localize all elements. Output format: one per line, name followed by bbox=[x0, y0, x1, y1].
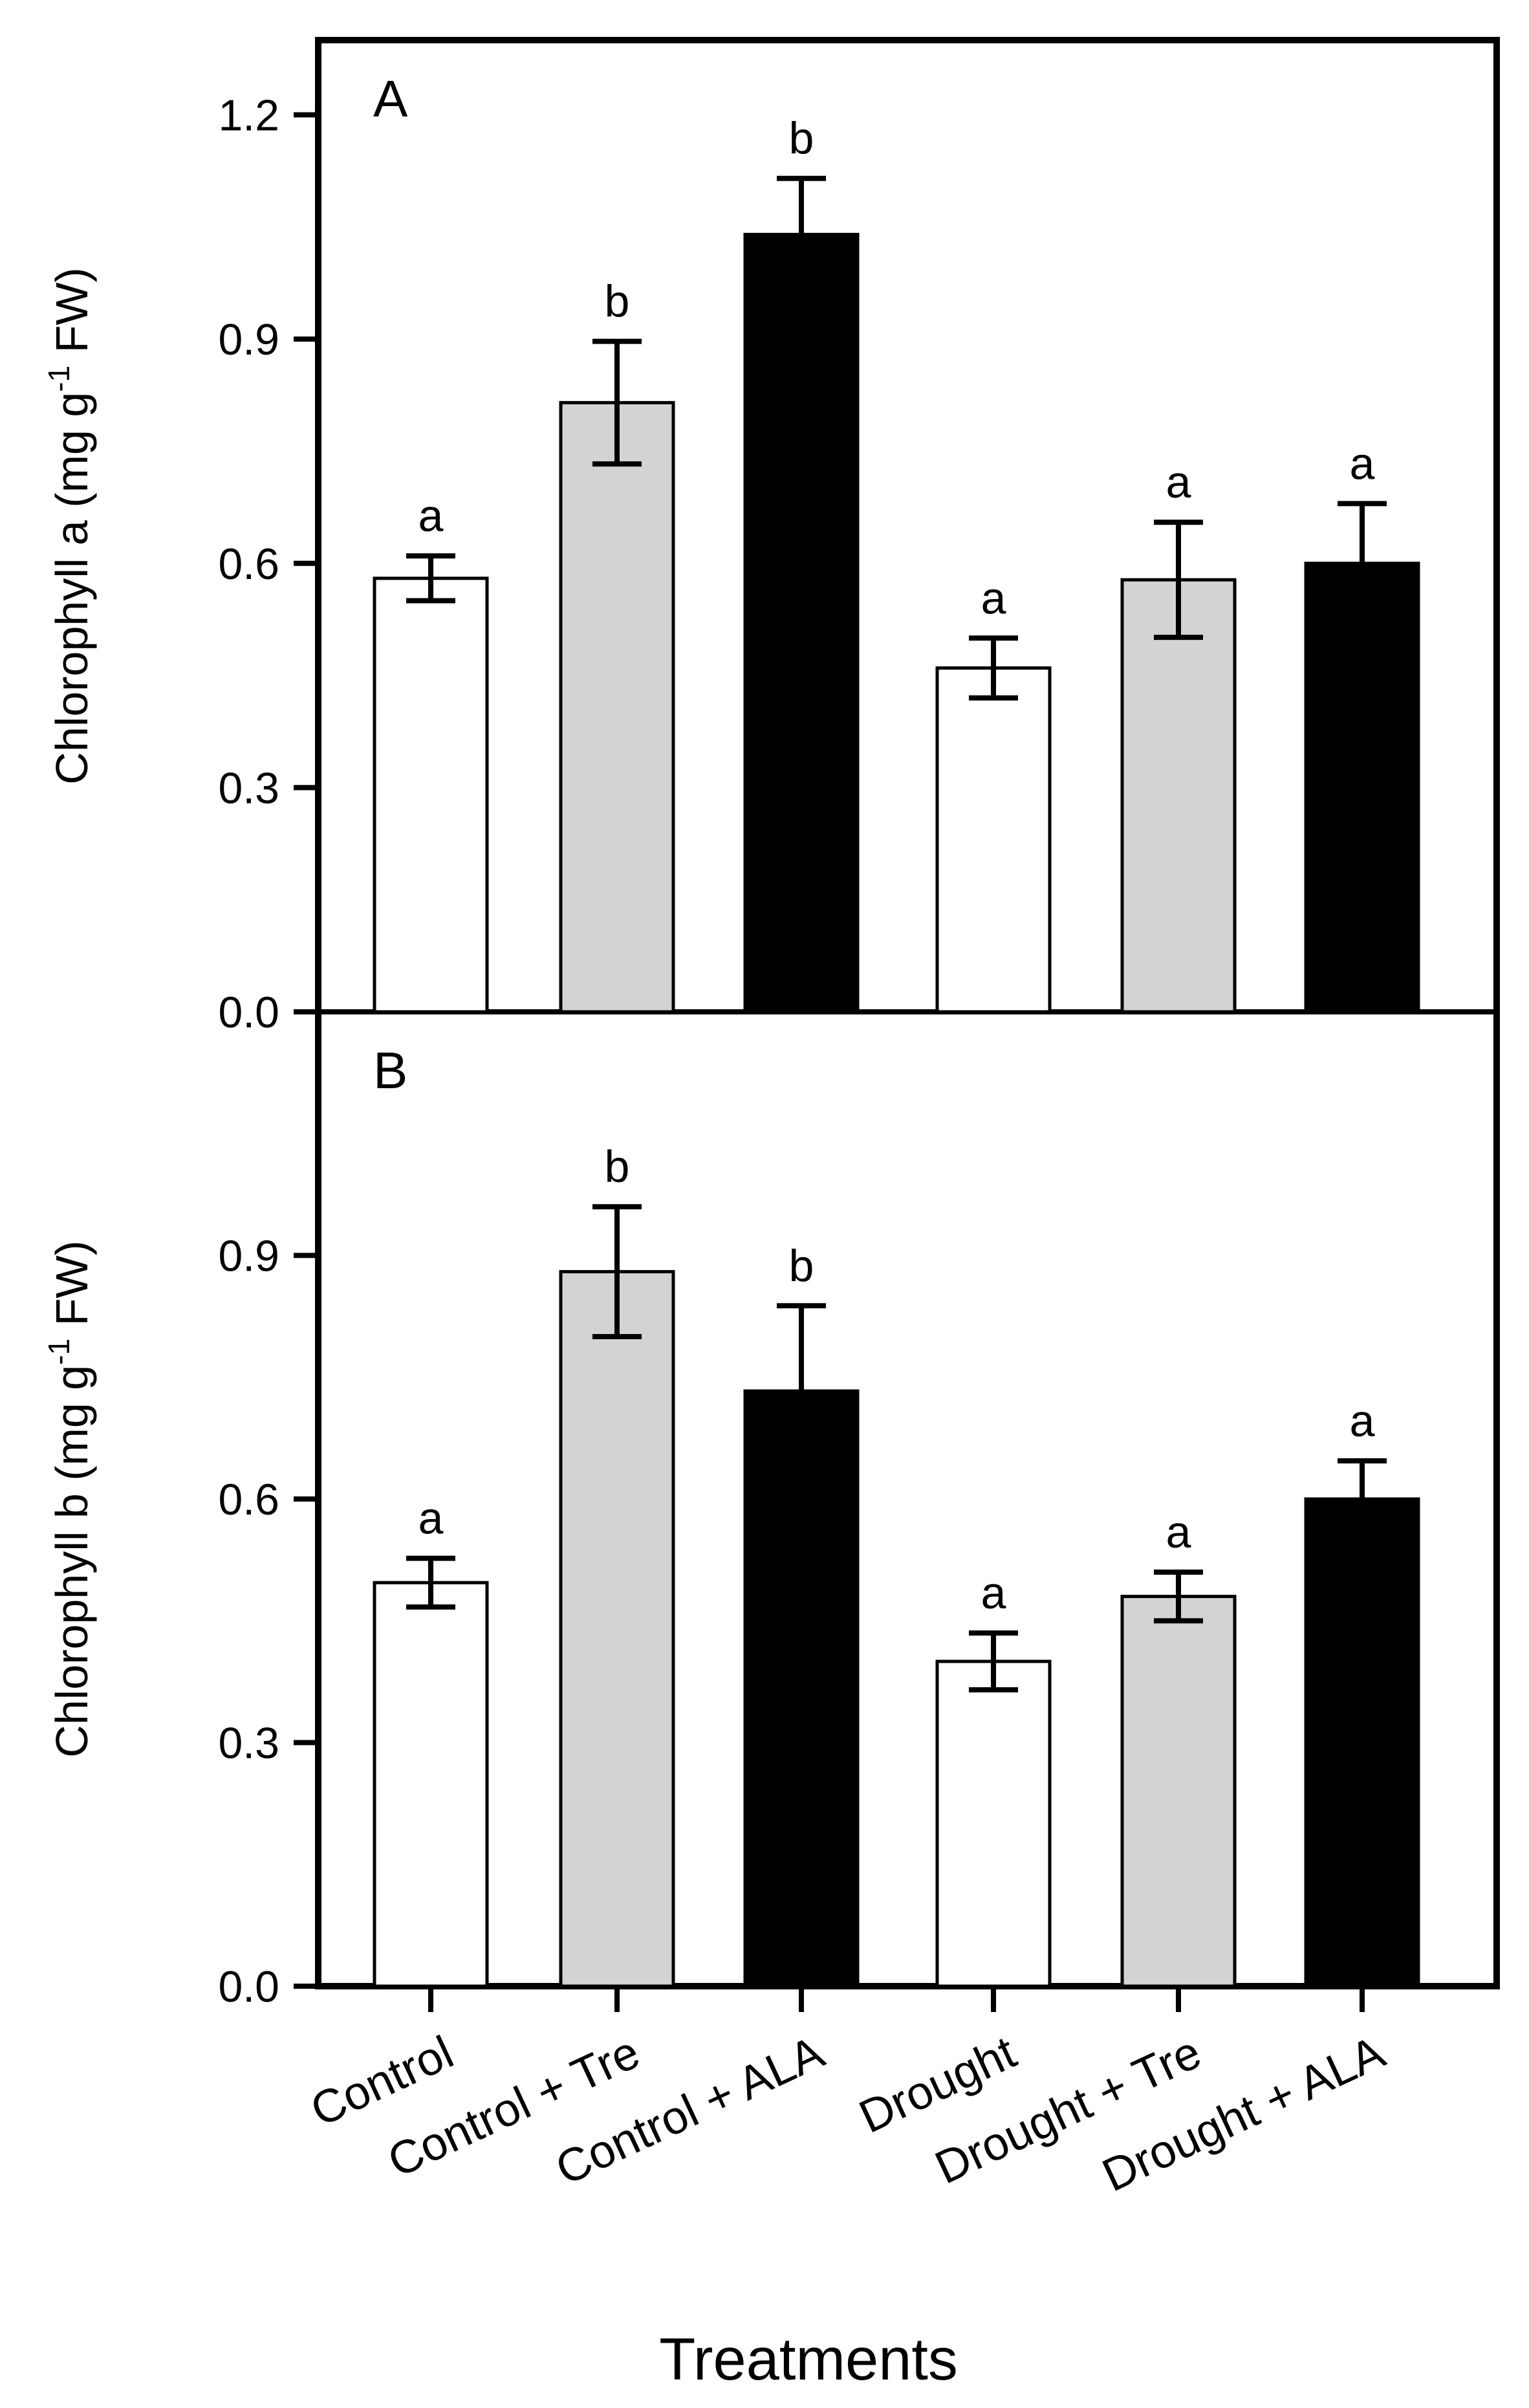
panel-b-ytick-label: 0.3 bbox=[218, 1719, 279, 1768]
panel-b-significance-letter: a bbox=[418, 1493, 444, 1544]
panel-b-bar bbox=[743, 1389, 860, 1988]
panel-a-ytick-label: 0.9 bbox=[218, 315, 279, 364]
panel-a-significance-letter: b bbox=[605, 276, 630, 327]
panel-a-ylabel: Chlorophyll a (mg g-1 FW) bbox=[42, 267, 97, 784]
x-axis-title: Treatments bbox=[659, 2326, 958, 2392]
panel-b-ytick-label: 0.6 bbox=[218, 1475, 279, 1524]
panel-b-significance-letter: b bbox=[789, 1240, 814, 1291]
panel-b-ytick-label: 0.0 bbox=[218, 1962, 279, 2011]
panel-a-bar bbox=[935, 666, 1052, 1014]
panel-b-label: B bbox=[373, 1042, 407, 1099]
panel-b-ylabel-tail: FW) bbox=[47, 1240, 97, 1339]
panel-a-bar bbox=[743, 232, 860, 1014]
panel-b-ytick-label: 0.9 bbox=[218, 1232, 279, 1281]
panel-a-label: A bbox=[373, 70, 408, 127]
panel-a-bar bbox=[559, 400, 675, 1014]
panel-b-bar bbox=[935, 1659, 1052, 1988]
panel-b-bar bbox=[373, 1581, 489, 1988]
panel-a-ylabel-tail: FW) bbox=[47, 267, 97, 366]
panel-a-bar bbox=[1304, 562, 1420, 1014]
panel-a-significance-letter: a bbox=[1166, 457, 1191, 507]
panel-a-ytick-label: 1.2 bbox=[218, 91, 279, 140]
panel-a-significance-letter: a bbox=[981, 573, 1006, 623]
panel-b-significance-letter: a bbox=[1166, 1507, 1191, 1557]
panel-b-significance-letter: a bbox=[1350, 1396, 1375, 1446]
panel-a-bar bbox=[373, 576, 489, 1014]
panel-a-bar bbox=[1120, 578, 1237, 1014]
panel-b-significance-letter: b bbox=[605, 1141, 630, 1192]
panel-a-ylabel-sup: -1 bbox=[42, 366, 76, 392]
panel-b-bar bbox=[1304, 1497, 1420, 1988]
panel-a-significance-letter: b bbox=[789, 113, 814, 164]
panel-a-ytick-label: 0.3 bbox=[218, 763, 279, 813]
panel-a-ytick-label: 0.6 bbox=[218, 540, 279, 589]
panel-a-significance-letter: a bbox=[418, 490, 444, 541]
panel-a-ytick-label: 0.0 bbox=[218, 988, 279, 1037]
panel-a-ylabel-main: Chlorophyll a (mg g bbox=[47, 392, 97, 785]
panel-b-ylabel-sup: -1 bbox=[42, 1339, 76, 1365]
panel-b-ylabel: Chlorophyll b (mg g-1 FW) bbox=[42, 1240, 97, 1757]
panel-b-significance-letter: a bbox=[981, 1568, 1006, 1618]
panel-b-bar bbox=[559, 1270, 675, 1988]
panel-b-ylabel-main: Chlorophyll b (mg g bbox=[47, 1365, 97, 1758]
panel-b-bar bbox=[1120, 1595, 1237, 1988]
panel-a-significance-letter: a bbox=[1350, 438, 1375, 488]
